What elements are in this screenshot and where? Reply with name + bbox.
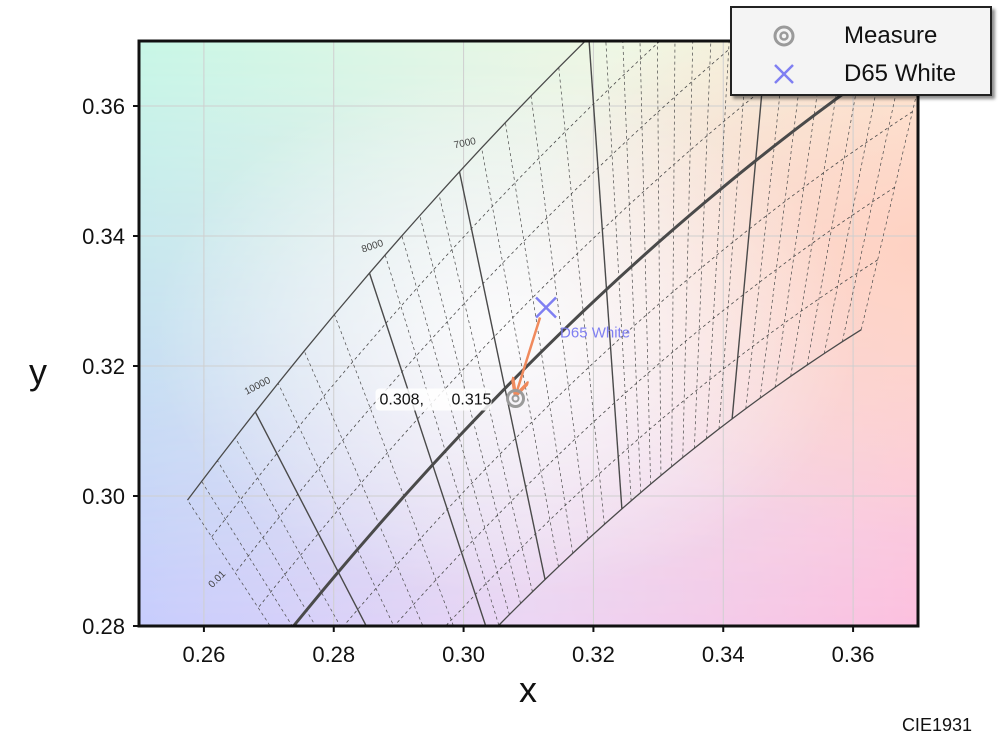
isotherm-line xyxy=(217,460,316,626)
isotherm-line xyxy=(706,41,730,439)
isotherm-line xyxy=(368,272,487,626)
isotherm-line xyxy=(254,411,368,626)
white-point-label: D65 White xyxy=(560,325,630,342)
x-tick-label: 0.26 xyxy=(183,642,226,667)
data-markers: D65 White 0.308, 0.315 xyxy=(375,296,630,411)
white-point-marker xyxy=(535,296,557,319)
legend-label-d65-white: D65 White xyxy=(844,60,957,87)
isotherm-line xyxy=(384,254,500,626)
x-tick-label: 0.28 xyxy=(312,642,355,667)
coordinate-label-bg xyxy=(375,388,492,411)
isotherm-line xyxy=(682,41,694,458)
isotherm-line xyxy=(605,41,632,501)
coordinate-label-x: 0.308, xyxy=(380,392,424,409)
isotherm-line xyxy=(588,41,623,509)
duv-line xyxy=(393,186,895,626)
y-tick-label: 0.36 xyxy=(82,94,125,119)
x-axis-title: x xyxy=(519,669,537,710)
measure-marker xyxy=(506,389,526,408)
isotherm-line xyxy=(671,41,676,467)
y-tick-label: 0.34 xyxy=(82,224,125,249)
duv-line xyxy=(186,41,587,501)
isotherm-line xyxy=(694,41,712,449)
x-tick-label: 0.32 xyxy=(572,642,615,667)
isotherm-line xyxy=(234,437,341,626)
legend-item-measure: Measure xyxy=(732,18,990,54)
isotherm-line xyxy=(481,147,559,567)
y-axis-ticks: 0.28 0.30 0.32 0.34 0.36 xyxy=(82,94,139,639)
plot-background xyxy=(139,41,918,626)
isotherm-line xyxy=(458,171,546,580)
shift-arrow xyxy=(517,317,542,393)
isotherm-line xyxy=(201,481,293,626)
y-axis-title: y xyxy=(29,351,47,392)
plot-frame xyxy=(137,39,920,628)
isotherm-line xyxy=(759,41,806,399)
x-mark-icon xyxy=(774,64,794,84)
isotherm-line xyxy=(841,41,908,342)
x-tick-label: 0.34 xyxy=(702,642,745,667)
y-tick-label: 0.30 xyxy=(82,484,125,509)
isotherm-line xyxy=(505,122,574,554)
isotherm-label: 7000 xyxy=(453,136,477,151)
y-tick-label: 0.28 xyxy=(82,614,125,639)
isotherm-line xyxy=(558,67,605,525)
isotherm-line xyxy=(277,383,395,626)
isotherm-line xyxy=(334,314,454,626)
x-tick-label: 0.36 xyxy=(832,642,875,667)
isotherm-line xyxy=(806,41,866,366)
duv-label: 0.00 xyxy=(252,638,274,660)
x-tick-label: 0.30 xyxy=(442,642,485,667)
y-tick-label: 0.32 xyxy=(82,354,125,379)
isotherm-line xyxy=(731,41,768,419)
legend-item-d65-white: D65 White xyxy=(732,56,990,92)
measure-ring-icon xyxy=(773,25,795,47)
footer-label: CIE1931 xyxy=(901,715,972,735)
measure-marker-inner xyxy=(511,394,520,403)
x-axis-ticks: 0.26 0.28 0.30 0.32 0.34 0.36 xyxy=(183,626,875,667)
isotherm-line xyxy=(639,41,651,485)
isotherm-line xyxy=(530,95,589,540)
isotherm-line xyxy=(718,41,749,429)
isotherm-label: 6000 xyxy=(586,1,609,14)
coordinate-label-y: 0.315 xyxy=(451,392,491,409)
legend: Measure D65 White xyxy=(730,6,992,96)
legend-label-measure: Measure xyxy=(844,22,938,49)
